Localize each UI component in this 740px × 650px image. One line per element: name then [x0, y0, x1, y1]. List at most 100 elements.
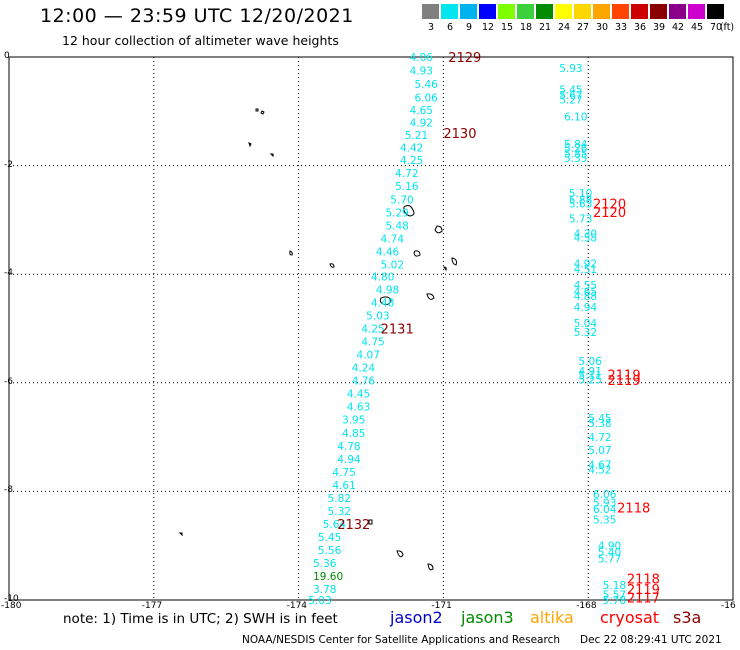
wave-height-value: 4.91	[579, 366, 602, 378]
wave-height-value: 4.88	[574, 291, 597, 303]
wave-height-value: 5.82	[328, 493, 351, 505]
wave-height-value: 4.93	[410, 66, 433, 78]
footer-timestamp: Dec 22 08:29:41 UTC 2021	[580, 634, 722, 646]
wave-height-value: 4.25	[400, 155, 423, 167]
legend-swatch	[688, 4, 705, 19]
wave-height-value: 4.45	[347, 389, 370, 401]
wave-height-value: 4.46	[376, 246, 400, 258]
legend-label: 42	[671, 22, 685, 33]
wave-height-value: 5.70	[390, 194, 413, 206]
wave-height-value: 6.06	[593, 489, 617, 501]
map-frame	[8, 56, 734, 601]
satellite-name-jason2: jason2	[390, 608, 443, 627]
wave-height-value: 5.45	[559, 85, 582, 97]
wave-height-value: 5.16	[395, 181, 419, 193]
wave-height-value: 5.45	[318, 532, 341, 544]
wave-height-value: 5.35	[564, 153, 587, 165]
footer-credit: NOAA/NESDIS Center for Satellite Applica…	[242, 634, 560, 646]
track-number-label: 2119	[608, 374, 641, 389]
legend-swatch	[593, 4, 610, 19]
legend-swatch	[669, 4, 686, 19]
track-number-label: 2117	[627, 591, 660, 606]
wave-height-value: 5.64	[323, 519, 347, 531]
wave-height-value: 4.72	[588, 432, 611, 444]
x-tick-label: -171	[431, 601, 452, 611]
wave-height-value: 5.27	[559, 94, 582, 106]
legend-swatch	[498, 4, 515, 19]
wave-height-value: 3.95	[342, 415, 365, 427]
wave-height-value: 4.85	[342, 428, 365, 440]
legend-swatch	[517, 4, 534, 19]
wave-height-value: 5.48	[385, 220, 408, 232]
track-number-label: 2120	[593, 206, 626, 221]
satellite-name-altika: altika	[530, 608, 574, 627]
track-number-label: 2120	[593, 198, 626, 213]
wave-height-value: 5.38	[588, 418, 611, 430]
wave-height-value: 5.88	[569, 194, 592, 206]
wave-height-value: 5.29	[385, 207, 408, 219]
legend-label: 39	[652, 22, 666, 33]
wave-height-value: 4.07	[357, 350, 380, 362]
wave-height-value: 4.52	[588, 465, 611, 477]
wave-height-value: 4.63	[347, 402, 370, 414]
legend-label: 36	[633, 22, 647, 33]
satellite-name-cryosat: cryosat	[600, 608, 660, 627]
wave-height-value: 5.26	[564, 143, 588, 155]
y-tick-label: 0	[4, 51, 10, 61]
wave-height-value: 4.92	[410, 118, 433, 130]
wave-height-value: 6.10	[564, 112, 587, 124]
wave-height-value: 4.58	[574, 232, 597, 244]
footer-note: note: 1) Time is in UTC; 2) SWH is in fe…	[63, 611, 338, 627]
wave-height-value: 5.10	[569, 188, 592, 200]
grid-lines	[9, 57, 733, 600]
wave-height-value: 5.11	[579, 370, 602, 382]
wave-height-value: 4.98	[376, 284, 399, 296]
wave-height-value: 4.94	[574, 302, 598, 314]
track-number-label: 2118	[617, 502, 650, 517]
track-number-label: 2130	[443, 127, 476, 142]
wave-height-value: 6.04	[593, 504, 617, 516]
wave-height-value: 4.25	[361, 324, 384, 336]
wave-height-value: 3.78	[313, 584, 336, 596]
legend-label: 24	[557, 22, 571, 33]
legend-swatch	[460, 4, 477, 19]
wave-height-value: 4.94	[337, 454, 361, 466]
wave-height-value: 5.45	[588, 413, 611, 425]
satellite-name-s3a: s3a	[673, 608, 702, 627]
wave-height-value: 5.77	[598, 554, 621, 566]
wave-height-value: 4.65	[574, 287, 597, 299]
wave-height-value: 4.74	[381, 233, 405, 245]
legend-label: 45	[690, 22, 704, 33]
wave-height-value: 5.56	[318, 545, 342, 557]
legend-label: 6	[446, 22, 454, 33]
track-labels: 2129213021312132212021202119211921182118…	[337, 51, 660, 606]
wave-height-value: 19.60	[313, 571, 343, 583]
legend-label: 27	[576, 22, 590, 33]
wave-height-value: 5.73	[569, 213, 592, 225]
wave-height-value: 4.80	[371, 271, 394, 283]
legend-label: 15	[500, 22, 514, 33]
track-number-label: 2129	[448, 51, 481, 66]
wave-height-value: 4.24	[352, 363, 376, 375]
track-number-label: 2119	[627, 583, 660, 598]
map-subtitle: 12 hour collection of altimeter wave hei…	[62, 33, 339, 48]
wave-height-value: 5.93	[593, 497, 616, 509]
wave-height-value: 5.03	[308, 595, 331, 607]
wave-height-value: 5.36	[313, 558, 337, 570]
wave-height-value: 5.02	[381, 259, 404, 271]
island-outlines	[178, 108, 457, 571]
wave-height-value: 5.32	[574, 327, 597, 339]
wave-height-value: 5.32	[328, 506, 351, 518]
wave-height-value: 4.30	[574, 228, 597, 240]
legend-swatch	[574, 4, 591, 19]
legend-label: 9	[465, 22, 473, 33]
x-tick-label: -168	[576, 601, 597, 611]
wave-height-value: 5.85	[564, 149, 587, 161]
legend-swatch	[707, 4, 724, 19]
legend-swatch	[422, 4, 439, 19]
legend-swatch	[650, 4, 667, 19]
wave-height-value: 4.51	[574, 264, 597, 276]
wave-height-value: 5.18	[603, 580, 626, 592]
wave-height-value: 5.93	[559, 63, 582, 75]
